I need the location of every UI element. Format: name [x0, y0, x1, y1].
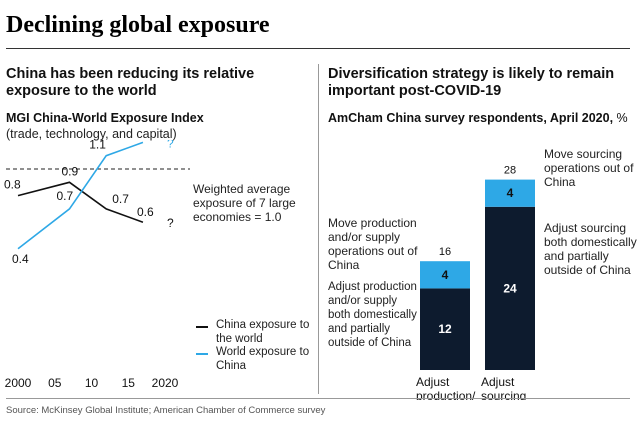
x-tick-label: 2020	[152, 376, 179, 390]
end-marker-label: ?	[167, 216, 174, 230]
category-label: Adjust	[416, 375, 450, 389]
end-marker-label: ?	[167, 140, 174, 150]
data-label: 0.6	[137, 205, 154, 219]
category-label: production/	[416, 389, 476, 400]
source-note: Source: McKinsey Global Institute; Ameri…	[6, 405, 326, 416]
annotation-bar2-bottom: Adjust sourcing both domestically and pa…	[544, 221, 637, 277]
bar-value-label: 4	[507, 186, 514, 200]
legend-label-china: China exposure to the world	[216, 319, 310, 345]
category-label: Adjust	[481, 375, 515, 389]
annotation-bar1-bottom: Adjust production and/or supply both dom…	[328, 281, 417, 349]
right-chart-title-text: AmCham China survey respondents, April 2…	[328, 111, 614, 125]
bar-value-label: 12	[438, 322, 452, 336]
data-label: 0.8	[4, 178, 21, 192]
x-tick-label: 10	[85, 376, 99, 390]
series-line-1	[17, 141, 144, 250]
x-tick-label: 05	[48, 376, 62, 390]
footer-rule	[6, 398, 630, 399]
data-label: 0.4	[12, 252, 29, 266]
bar-segment	[485, 206, 535, 370]
left-panel-heading: China has been reducing its relative exp…	[6, 66, 255, 99]
x-tick-label: 2000	[5, 376, 32, 390]
legend-label-world: World exposure to China	[216, 346, 310, 372]
main-title: Declining global exposure	[6, 12, 270, 38]
legend-swatch-china	[196, 326, 208, 328]
x-tick-label: 15	[122, 376, 136, 390]
series-line-0	[17, 181, 144, 223]
bar-segment	[420, 288, 470, 370]
annotation-bar2-top: Move sourcing operations out of China	[544, 147, 634, 189]
right-chart-title: AmCham China survey respondents, April 2…	[328, 110, 628, 126]
right-panel-heading: Diversification strategy is likely to re…	[328, 66, 615, 99]
bar-value-label: 24	[503, 281, 517, 295]
data-label: 0.7	[56, 189, 73, 203]
bar-segment	[485, 179, 535, 207]
panel-divider	[318, 64, 319, 394]
bar-total-label: 16	[439, 246, 451, 258]
reference-note: Weighted average exposure of 7 large eco…	[193, 182, 296, 224]
bar-total-label: 28	[504, 165, 516, 177]
annotation-bar1-top: Move production and/or supply operations…	[328, 216, 418, 272]
left-chart-title: MGI China-World Exposure Index	[6, 111, 204, 125]
category-label: sourcing	[481, 389, 526, 400]
data-label: 0.9	[61, 164, 78, 178]
legend-swatch-world	[196, 353, 208, 355]
bar-value-label: 4	[442, 268, 449, 282]
bar-segment	[420, 261, 470, 289]
data-label: 1.1	[89, 140, 106, 152]
data-label: 0.7	[112, 192, 129, 206]
left-chart-subtitle: (trade, technology, and capital)	[6, 127, 177, 141]
title-rule	[6, 48, 630, 49]
right-chart-unit: %	[616, 111, 628, 125]
